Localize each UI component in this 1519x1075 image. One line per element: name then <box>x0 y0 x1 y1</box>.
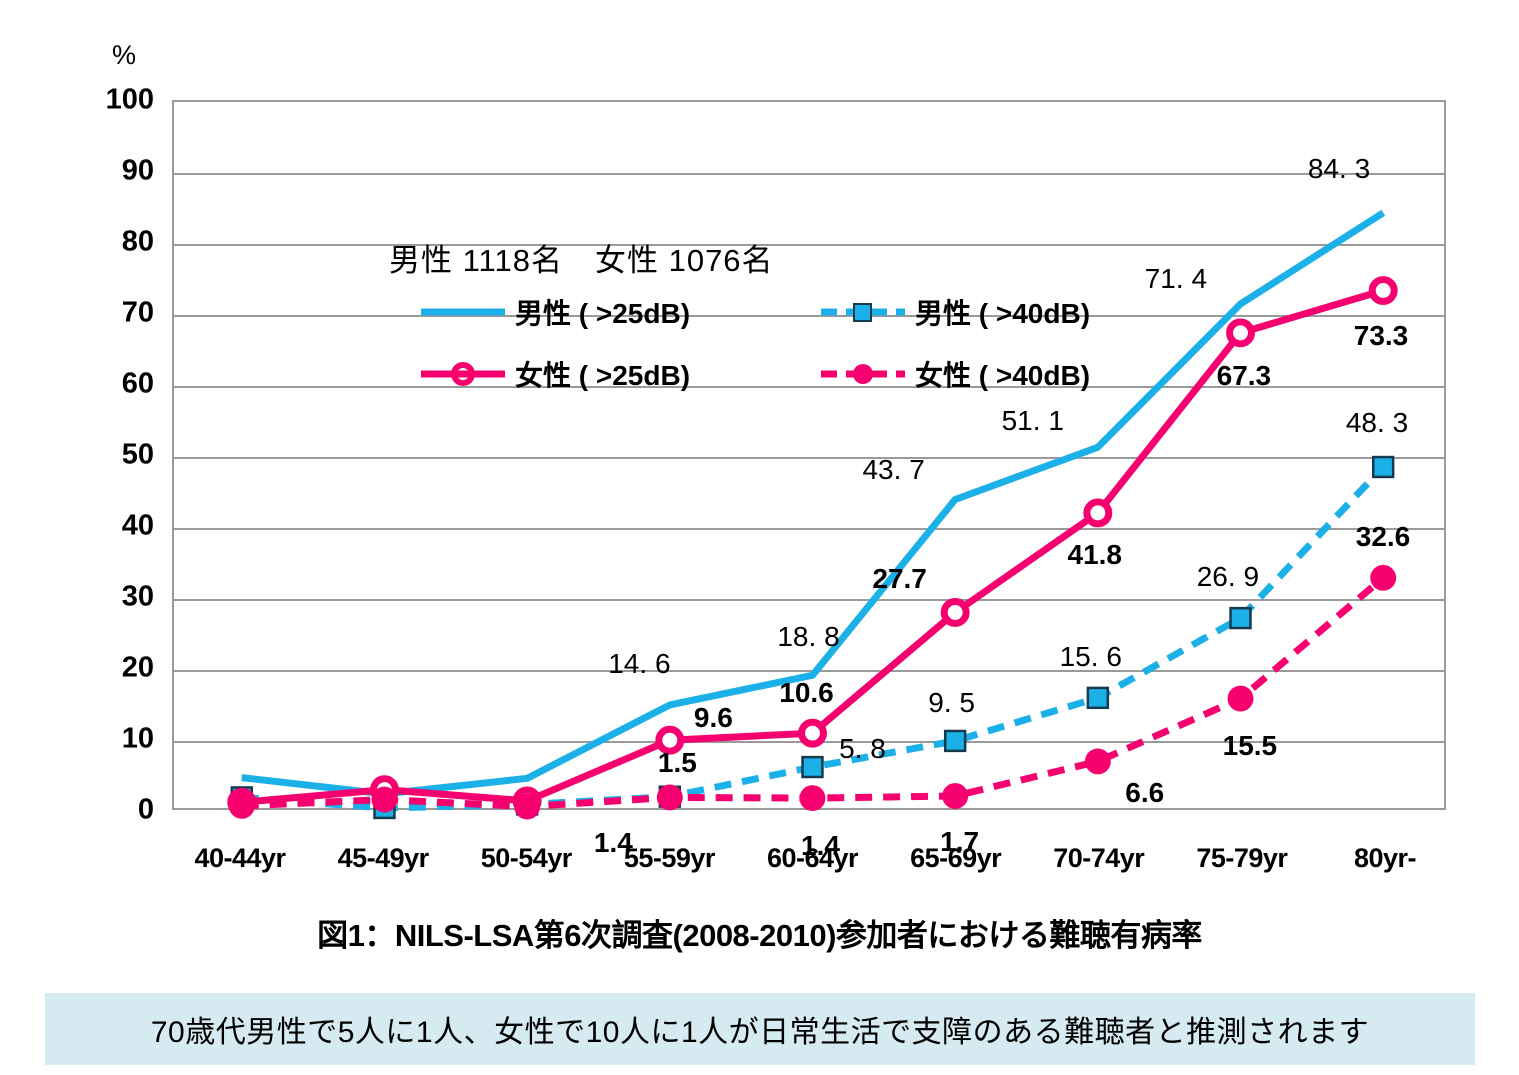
y-axis-tick: 70 <box>121 296 154 329</box>
gridline <box>174 670 1444 672</box>
legend-item-4[interactable]: 女性 ( >40dB) <box>819 354 1090 394</box>
data-label: 41.8 <box>1067 539 1123 571</box>
chart-legend: 男性 ( >25dB) 男性 ( >40dB) 女性 ( >25dB) 女性 ( >4… <box>419 292 1109 412</box>
gridline <box>174 457 1444 459</box>
data-point-marker <box>1226 318 1255 348</box>
x-axis-tick: 80yr- <box>1353 843 1417 873</box>
legend-item-1[interactable]: 男性 ( >25dB) <box>419 292 690 332</box>
data-label: 67.3 <box>1216 360 1272 392</box>
data-label: 51. 1 <box>1001 405 1064 437</box>
data-point-marker <box>658 785 682 808</box>
x-axis-tick: 55-59yr <box>623 843 716 873</box>
data-label: 9.6 <box>693 701 733 733</box>
data-point-marker <box>373 796 396 820</box>
data-point-marker <box>1083 498 1113 528</box>
data-point-marker <box>512 786 542 816</box>
data-label: 5. 8 <box>839 732 886 764</box>
data-point-marker <box>656 784 683 811</box>
data-point-marker <box>1229 606 1252 630</box>
y-axis-tick: 60 <box>121 367 154 400</box>
data-point-marker <box>1227 685 1254 712</box>
y-axis-tick: 50 <box>121 438 154 471</box>
data-point-marker <box>515 793 539 816</box>
data-label: 1.4 <box>593 827 633 859</box>
y-axis-tick: 40 <box>121 509 154 542</box>
data-point-marker <box>370 775 399 805</box>
data-point-marker <box>230 786 254 809</box>
plot-area: 男性 1118名 女性 1076名 男性 ( >25dB) 男性 ( >40dB)… <box>172 100 1446 860</box>
y-axis-tick: 100 <box>105 83 154 116</box>
data-label: 9. 5 <box>928 686 975 718</box>
data-label: 15. 6 <box>1059 641 1122 673</box>
data-point-marker <box>1368 276 1398 305</box>
gridline <box>174 244 1444 246</box>
data-label: 10.6 <box>779 676 834 708</box>
data-point-marker <box>1370 564 1397 591</box>
data-label: 1.4 <box>801 830 840 862</box>
data-point-marker <box>1371 455 1395 479</box>
data-label: 84. 3 <box>1307 153 1371 185</box>
y-axis-tick: 80 <box>121 225 154 258</box>
y-axis-tick: 10 <box>121 722 154 755</box>
legend-item-3[interactable]: 女性 ( >25dB) <box>419 354 690 394</box>
data-point-marker <box>1086 686 1110 710</box>
x-axis-tick: 75-79yr <box>1196 843 1288 873</box>
y-axis-tick: 90 <box>121 154 154 187</box>
caption-text: 70歳代男性で5人に1人、女性で10人に1人が日常生活で支障のある難聴者と推測さ… <box>150 1016 1370 1049</box>
data-label: 15.5 <box>1222 729 1278 761</box>
x-axis-tick: 45-49yr <box>337 843 430 873</box>
legend-label: 男性 ( >40dB) <box>915 298 1091 329</box>
sample-size-note: 男性 1118名 女性 1076名 <box>389 243 774 278</box>
data-label: 48. 3 <box>1345 407 1409 439</box>
figure-title: 図1：NILS-LSA第6次調査(2008-2010)参加者における難聴有病率 <box>317 918 1202 953</box>
legend-swatch-solid-none-icon <box>419 299 507 325</box>
legend-swatch-dashed-square-icon <box>819 299 907 325</box>
data-label: 27.7 <box>872 563 927 595</box>
y-axis-tick-labels: 0 10 20 30 40 50 60 70 80 90 100 <box>92 84 162 826</box>
data-point-marker <box>799 785 826 812</box>
data-point-marker <box>801 755 824 779</box>
y-axis-tick: 20 <box>121 651 154 684</box>
data-label: 14. 6 <box>608 648 671 680</box>
data-label: 32.6 <box>1355 520 1411 552</box>
legend-swatch-solid-circle-icon <box>419 361 507 387</box>
data-point-marker <box>940 598 970 627</box>
data-label: 1.7 <box>940 825 980 857</box>
legend-swatch-dashed-dot-icon <box>819 361 907 387</box>
y-axis-tick: 0 <box>137 793 154 826</box>
data-point-marker <box>228 792 255 819</box>
data-label: 18. 8 <box>777 620 840 652</box>
data-label: 6.6 <box>1125 777 1165 809</box>
data-point-marker <box>1084 748 1111 775</box>
y-axis-tick: 30 <box>121 580 154 613</box>
data-label: 1.5 <box>657 747 697 779</box>
legend-label: 女性 ( >25dB) <box>515 360 691 391</box>
caption-box: 70歳代男性で5人に1人、女性で10人に1人が日常生活で支障のある難聴者と推測さ… <box>45 993 1475 1065</box>
y-axis-unit-label: % <box>112 40 137 70</box>
data-point-marker <box>371 786 398 813</box>
legend-item-2[interactable]: 男性 ( >40dB) <box>819 292 1090 332</box>
data-label: 43. 7 <box>862 453 925 485</box>
legend-label: 男性 ( >25dB) <box>515 298 691 329</box>
x-axis-tick: 60-64yr <box>766 843 859 873</box>
gridline <box>174 599 1444 601</box>
data-label: 73.3 <box>1353 319 1409 351</box>
data-label: 71. 4 <box>1144 263 1208 295</box>
x-axis-tick: 50-54yr <box>480 843 573 873</box>
x-axis-tick: 70-74yr <box>1053 843 1145 873</box>
legend-label: 女性 ( >40dB) <box>915 360 1091 391</box>
data-point-marker <box>227 787 257 817</box>
data-point-marker <box>514 793 541 820</box>
x-axis-tick: 65-69yr <box>910 843 1002 873</box>
data-label: 26. 9 <box>1196 561 1260 592</box>
gridline <box>174 528 1444 530</box>
data-point-marker <box>942 783 969 809</box>
gridline <box>174 173 1444 175</box>
x-axis-tick: 40-44yr <box>194 843 286 873</box>
x-axis-tick-labels: 40-44yr 45-49yr 50-54yr 55-59yr 60-64yr 65-69… <box>172 843 1446 883</box>
